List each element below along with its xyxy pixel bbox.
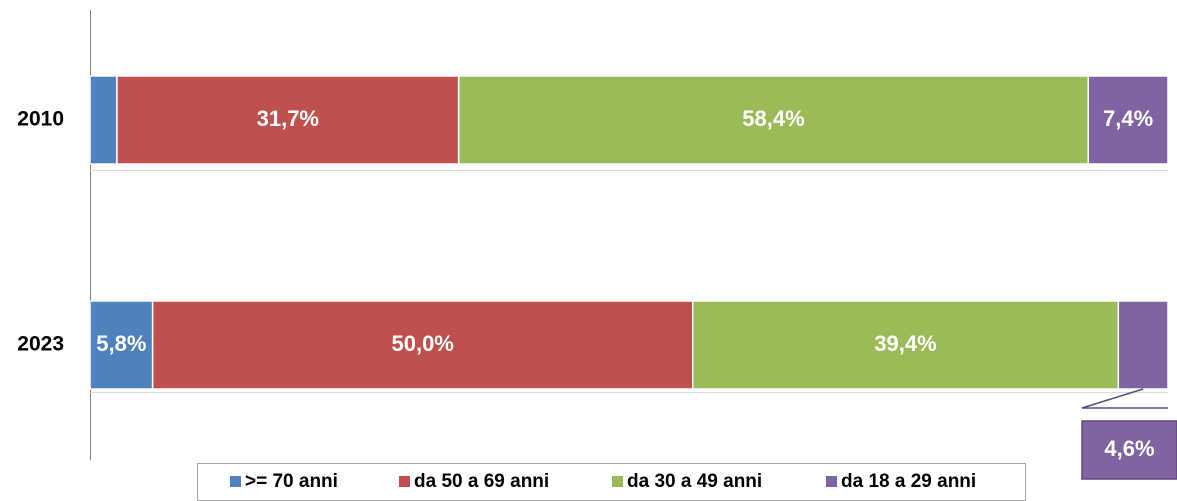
bar-segment-70-anni-2010: [89, 75, 118, 165]
legend-swatch-da-50-a-69-anni: [399, 476, 410, 487]
legend-label-da-50-a-69-anni: da 50 a 69 anni: [414, 471, 549, 492]
bar-segment-da-30-a-49-anni-2023: [691, 300, 1120, 390]
legend-label-da-18-a-29-anni: da 18 a 29 anni: [841, 471, 976, 492]
bar-segment-da-18-a-29-anni-2023: [1117, 300, 1169, 390]
callout-box: [1081, 420, 1177, 480]
legend-frame: [197, 463, 1026, 501]
legend-label-da-30-a-49-anni: da 30 a 49 anni: [627, 471, 762, 492]
legend-swatch-da-18-a-29-anni: [826, 476, 837, 487]
category-label-2010: 2010: [17, 108, 64, 131]
bar-segment-da-18-a-29-anni-2010: [1087, 75, 1169, 165]
data-label: 50,0%: [391, 331, 453, 356]
callout-leader: [1081, 388, 1168, 409]
callout-label: 4,6%: [1104, 436, 1154, 461]
legend-label-70-anni: >= 70 anni: [245, 471, 338, 492]
data-label: 31,7%: [257, 106, 319, 131]
data-label: 39,4%: [874, 331, 936, 356]
data-label: 58,4%: [742, 106, 804, 131]
bar-segment-da-50-a-69-anni-2023: [151, 300, 694, 390]
data-label: 5,8%: [96, 331, 146, 356]
bar-segment-70-anni-2023: [89, 300, 154, 390]
bar-segment-da-30-a-49-anni-2010: [457, 75, 1089, 165]
legend: >= 70 anni da 50 a 69 anni da 30 a 49 anni…: [197, 463, 1026, 501]
data-label: 7,4%: [1103, 106, 1153, 131]
legend-swatch-da-30-a-49-anni: [612, 476, 623, 487]
bars-group: 31,7% 58,4% 7,4% 5,8% 50,0% 39,4%: [89, 75, 1169, 390]
legend-swatch-70-anni: [230, 476, 241, 487]
callout-labels: 4,6%: [1081, 388, 1177, 480]
bar-segment-da-50-a-69-anni-2010: [116, 75, 460, 165]
category-labels: 2010 2023: [17, 108, 64, 356]
category-label-2023: 2023: [17, 333, 64, 356]
